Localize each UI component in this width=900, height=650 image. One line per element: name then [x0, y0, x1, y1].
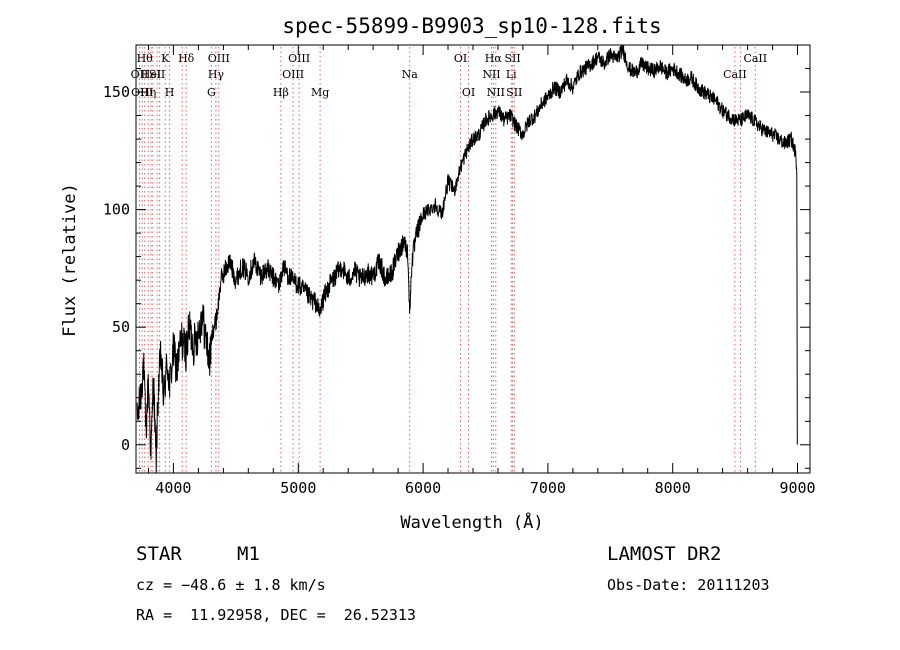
y-axis-label: Flux (relative) — [60, 183, 80, 337]
line-label: OIII — [282, 68, 304, 81]
x-tick-label: 5000 — [280, 479, 316, 497]
object-subclass: M1 — [237, 543, 260, 565]
observation-date: Obs-Date: 20111203 — [607, 576, 770, 594]
x-tick-label: 7000 — [530, 479, 566, 497]
emission-line-markers — [139, 47, 756, 473]
y-tick-label: 150 — [103, 83, 130, 101]
line-label: Hθ — [137, 52, 154, 65]
y-tick-label: 100 — [103, 201, 130, 219]
y-tick-label: 50 — [112, 318, 130, 336]
line-label: OIII — [288, 52, 310, 65]
line-label: CaII — [743, 52, 767, 65]
line-label: NII — [487, 86, 505, 99]
object-type: STAR — [136, 543, 182, 565]
line-label: CaII — [723, 68, 747, 81]
line-label: Hη — [140, 86, 156, 99]
x-tick-label: 9000 — [779, 479, 815, 497]
x-tick-label: 6000 — [405, 479, 441, 497]
line-label: SII — [506, 86, 522, 99]
line-label: OI — [462, 86, 475, 99]
line-label: OI — [454, 52, 467, 65]
line-label: OIII — [208, 52, 230, 65]
survey-name: LAMOST DR2 — [607, 543, 722, 565]
line-label: NII — [482, 68, 500, 81]
redshift-value: cz = −48.6 ± 1.8 km/s — [136, 576, 326, 594]
line-label: H — [165, 86, 175, 99]
line-label: Hγ — [208, 68, 225, 81]
x-tick-label: 4000 — [155, 479, 191, 497]
chart-title: spec-55899-B9903_sp10-128.fits — [282, 14, 661, 38]
plot-frame — [135, 44, 811, 474]
x-axis-label: Wavelength (Å) — [400, 511, 543, 533]
line-label: G — [207, 86, 216, 99]
axis-ticks: 4000 5000 6000 7000 8000 9000 0 50 100 150 — [103, 44, 816, 497]
y-tick-label: 0 — [121, 436, 130, 454]
line-label: Hα — [485, 52, 503, 65]
emission-line-labels: OIIOIIIHθHηHeISIIKHHδGHγOIIIHβOIIIOIIIMg… — [131, 52, 767, 99]
spectrum-line — [136, 44, 798, 474]
line-label: HeI — [141, 68, 161, 81]
coordinates: RA = 11.92958, DEC = 26.52313 — [136, 606, 416, 624]
line-label: Hβ — [273, 86, 289, 99]
line-label: Na — [402, 68, 419, 81]
line-label: Mg — [311, 86, 329, 99]
line-label: OII — [131, 68, 149, 81]
line-label: SII — [149, 68, 165, 81]
line-label: Hδ — [178, 52, 195, 65]
line-label: K — [161, 52, 170, 65]
x-tick-label: 8000 — [655, 479, 691, 497]
line-label: Li — [506, 68, 517, 81]
line-label: SII — [504, 52, 520, 65]
